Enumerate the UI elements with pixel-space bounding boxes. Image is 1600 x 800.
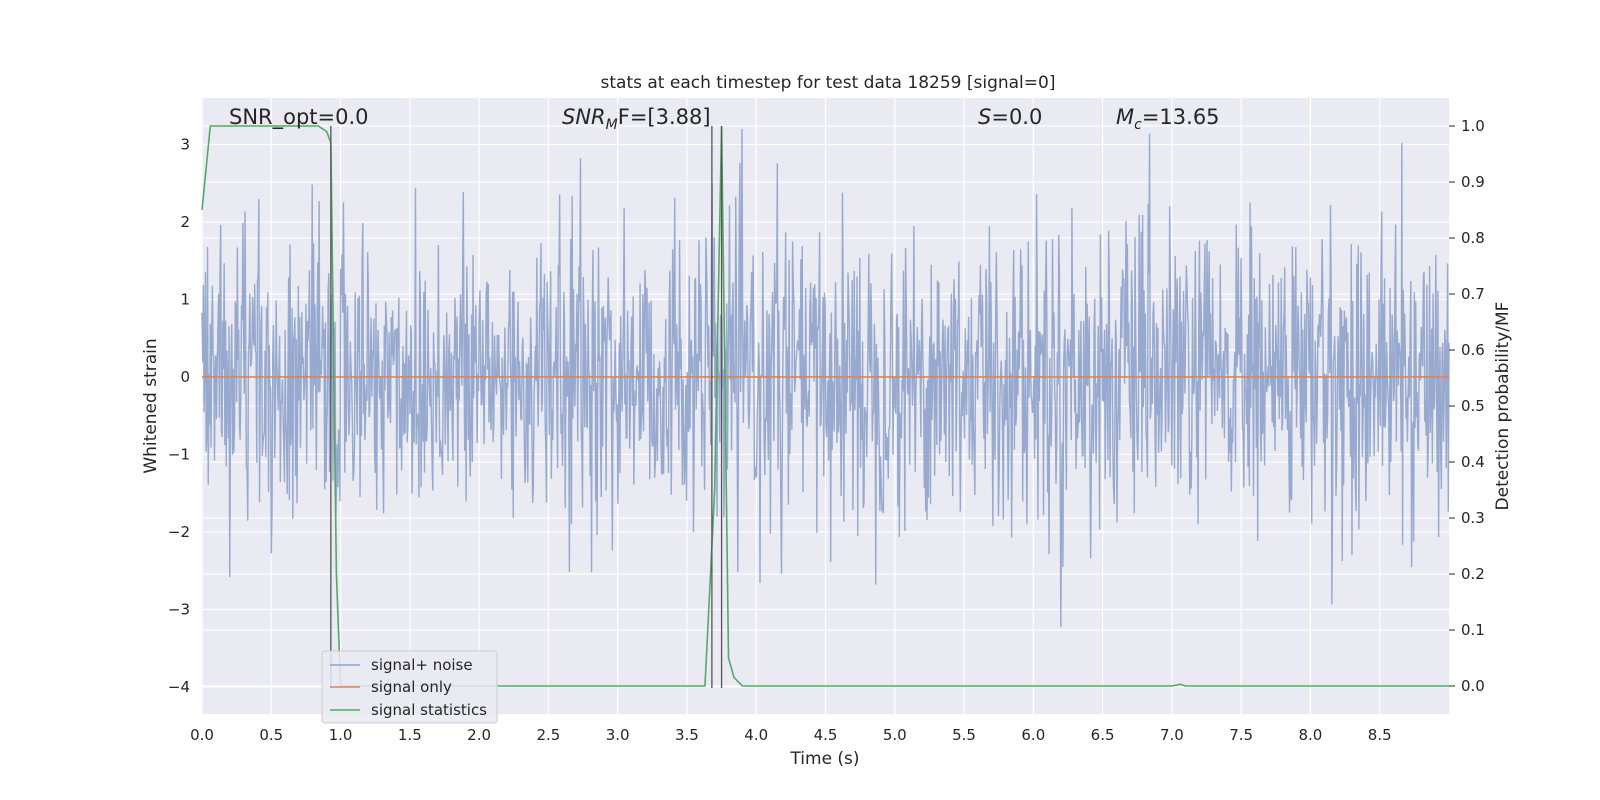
legend-box [321,650,498,724]
x-tick-label-5: 2.5 [536,726,560,744]
x-tick-label-16: 8.0 [1299,726,1323,744]
y2-tick-label-8: 0.2 [1461,565,1485,583]
y2-tick-label-1: 0.9 [1461,173,1485,191]
legend-label-stats: signal statistics [371,701,487,719]
legend-label-noise: signal+ noise [371,656,473,674]
y2-tick-label-6: 0.4 [1461,453,1485,471]
y2-tick-label-7: 0.3 [1461,509,1485,527]
y-tick-label-5: −2 [168,523,190,541]
x-tick-labels: 0.0 0.5 1.0 1.5 2.0 2.5 3.0 3.5 4.0 4.5 5.0 5.5 6.0 6… [190,726,1392,744]
y-tick-label-3: 0 [180,368,190,386]
x-tick-label-12: 6.0 [1021,726,1045,744]
x-tick-label-1: 0.5 [259,726,283,744]
annotation-snr-mf-sub: M [606,117,618,133]
annotation-s-rest: =0.0 [991,105,1042,129]
x-tick-label-3: 1.5 [398,726,422,744]
y2-tick-label-9: 0.1 [1461,621,1485,639]
annotation-snr-opt: SNR_opt=0.0 [229,105,369,130]
x-tick-label-8: 4.0 [744,726,768,744]
y2-tick-label-2: 0.8 [1461,229,1485,247]
y-tick-label-2: 1 [180,290,190,308]
x-tick-label-14: 7.0 [1160,726,1184,744]
annotation-s: S=0.0 [978,105,1042,129]
x-tick-label-10: 5.0 [883,726,907,744]
y2-tick-label-5: 0.5 [1461,397,1485,415]
x-tick-label-17: 8.5 [1368,726,1392,744]
annotation-s-var: S [978,105,991,129]
y-axis-label: Whitened strain [141,338,161,473]
legend-label-signal: signal only [371,678,452,696]
y-tick-label-1: 2 [180,213,190,231]
annotation-snr-mf-base: SNR [562,105,606,129]
x-tick-label-11: 5.5 [952,726,976,744]
y2-tick-label-3: 0.7 [1461,285,1485,303]
x-tick-label-2: 1.0 [329,726,353,744]
x-tick-label-15: 7.5 [1229,726,1253,744]
y-tick-label-0: 3 [180,135,190,153]
annotation-mc-var: M [1116,105,1134,129]
annotation-snr-mf: SNRMF=[3.88] [562,105,711,133]
y2-tick-label-4: 0.6 [1461,341,1485,359]
x-tick-label-9: 4.5 [814,726,838,744]
chart-title: stats at each timestep for test data 182… [601,73,1056,93]
x-tick-label-13: 6.5 [1091,726,1115,744]
annotation-snr-mf-rest: F=[3.88] [618,105,711,129]
x-tick-label-6: 3.0 [606,726,630,744]
x-axis-label: Time (s) [789,749,859,769]
y2-tick-label-10: 0.0 [1461,677,1485,695]
noise-series [201,128,1450,628]
annotation-mc: Mc=13.65 [1116,105,1220,133]
y2-tick-labels: 1.0 0.9 0.8 0.7 0.6 0.5 0.4 0.3 0.2 0.1 0.0 [1449,117,1485,695]
y-tick-label-6: −3 [168,600,190,618]
x-tick-label-7: 3.5 [675,726,699,744]
legend: signal+ noise signal only signal statist… [321,650,498,724]
y-tick-label-7: −4 [168,678,190,696]
y2-axis-label: Detection probability/MF [1493,302,1513,511]
annotation-mc-sub: c [1134,117,1142,133]
y-tick-label-4: −1 [168,445,190,463]
y-tick-labels: 3 2 1 0 −1 −2 −3 −4 [168,135,190,695]
y2-tick-label-0: 1.0 [1461,117,1485,135]
annotation-mc-rest: =13.65 [1142,105,1220,129]
series-lines [201,125,1449,688]
x-tick-label-0: 0.0 [190,726,214,744]
series-signal-noise-line [201,128,1450,628]
x-tick-label-4: 2.0 [467,726,491,744]
